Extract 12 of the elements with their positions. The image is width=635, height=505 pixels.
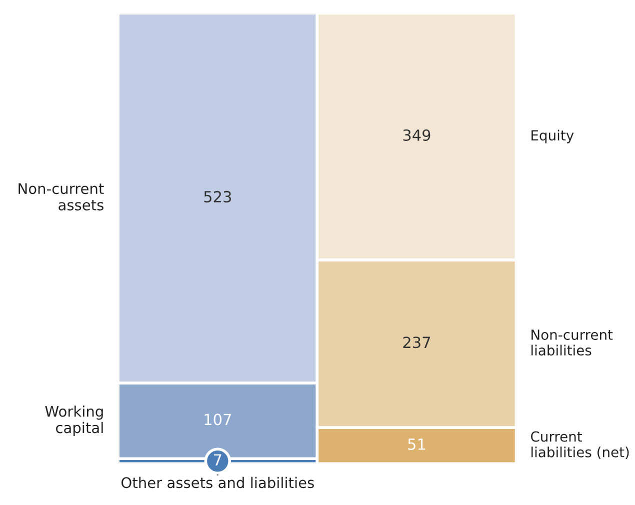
series-label: Current liabilities (net)	[530, 431, 629, 459]
series-label: Working capital	[45, 406, 103, 436]
data-label: 51	[408, 438, 426, 450]
data-label: 107	[204, 414, 231, 426]
series-label: Non-current assets	[18, 183, 104, 210]
data-label: 523	[204, 190, 231, 202]
legend-label: Other assets and liabilities	[121, 476, 314, 488]
series-label: Non-current liabilities	[532, 330, 613, 356]
data-label: 7	[214, 454, 222, 466]
series-label: Equity	[532, 130, 574, 144]
data-label: 349	[403, 129, 430, 141]
data-label: 237	[403, 336, 430, 348]
